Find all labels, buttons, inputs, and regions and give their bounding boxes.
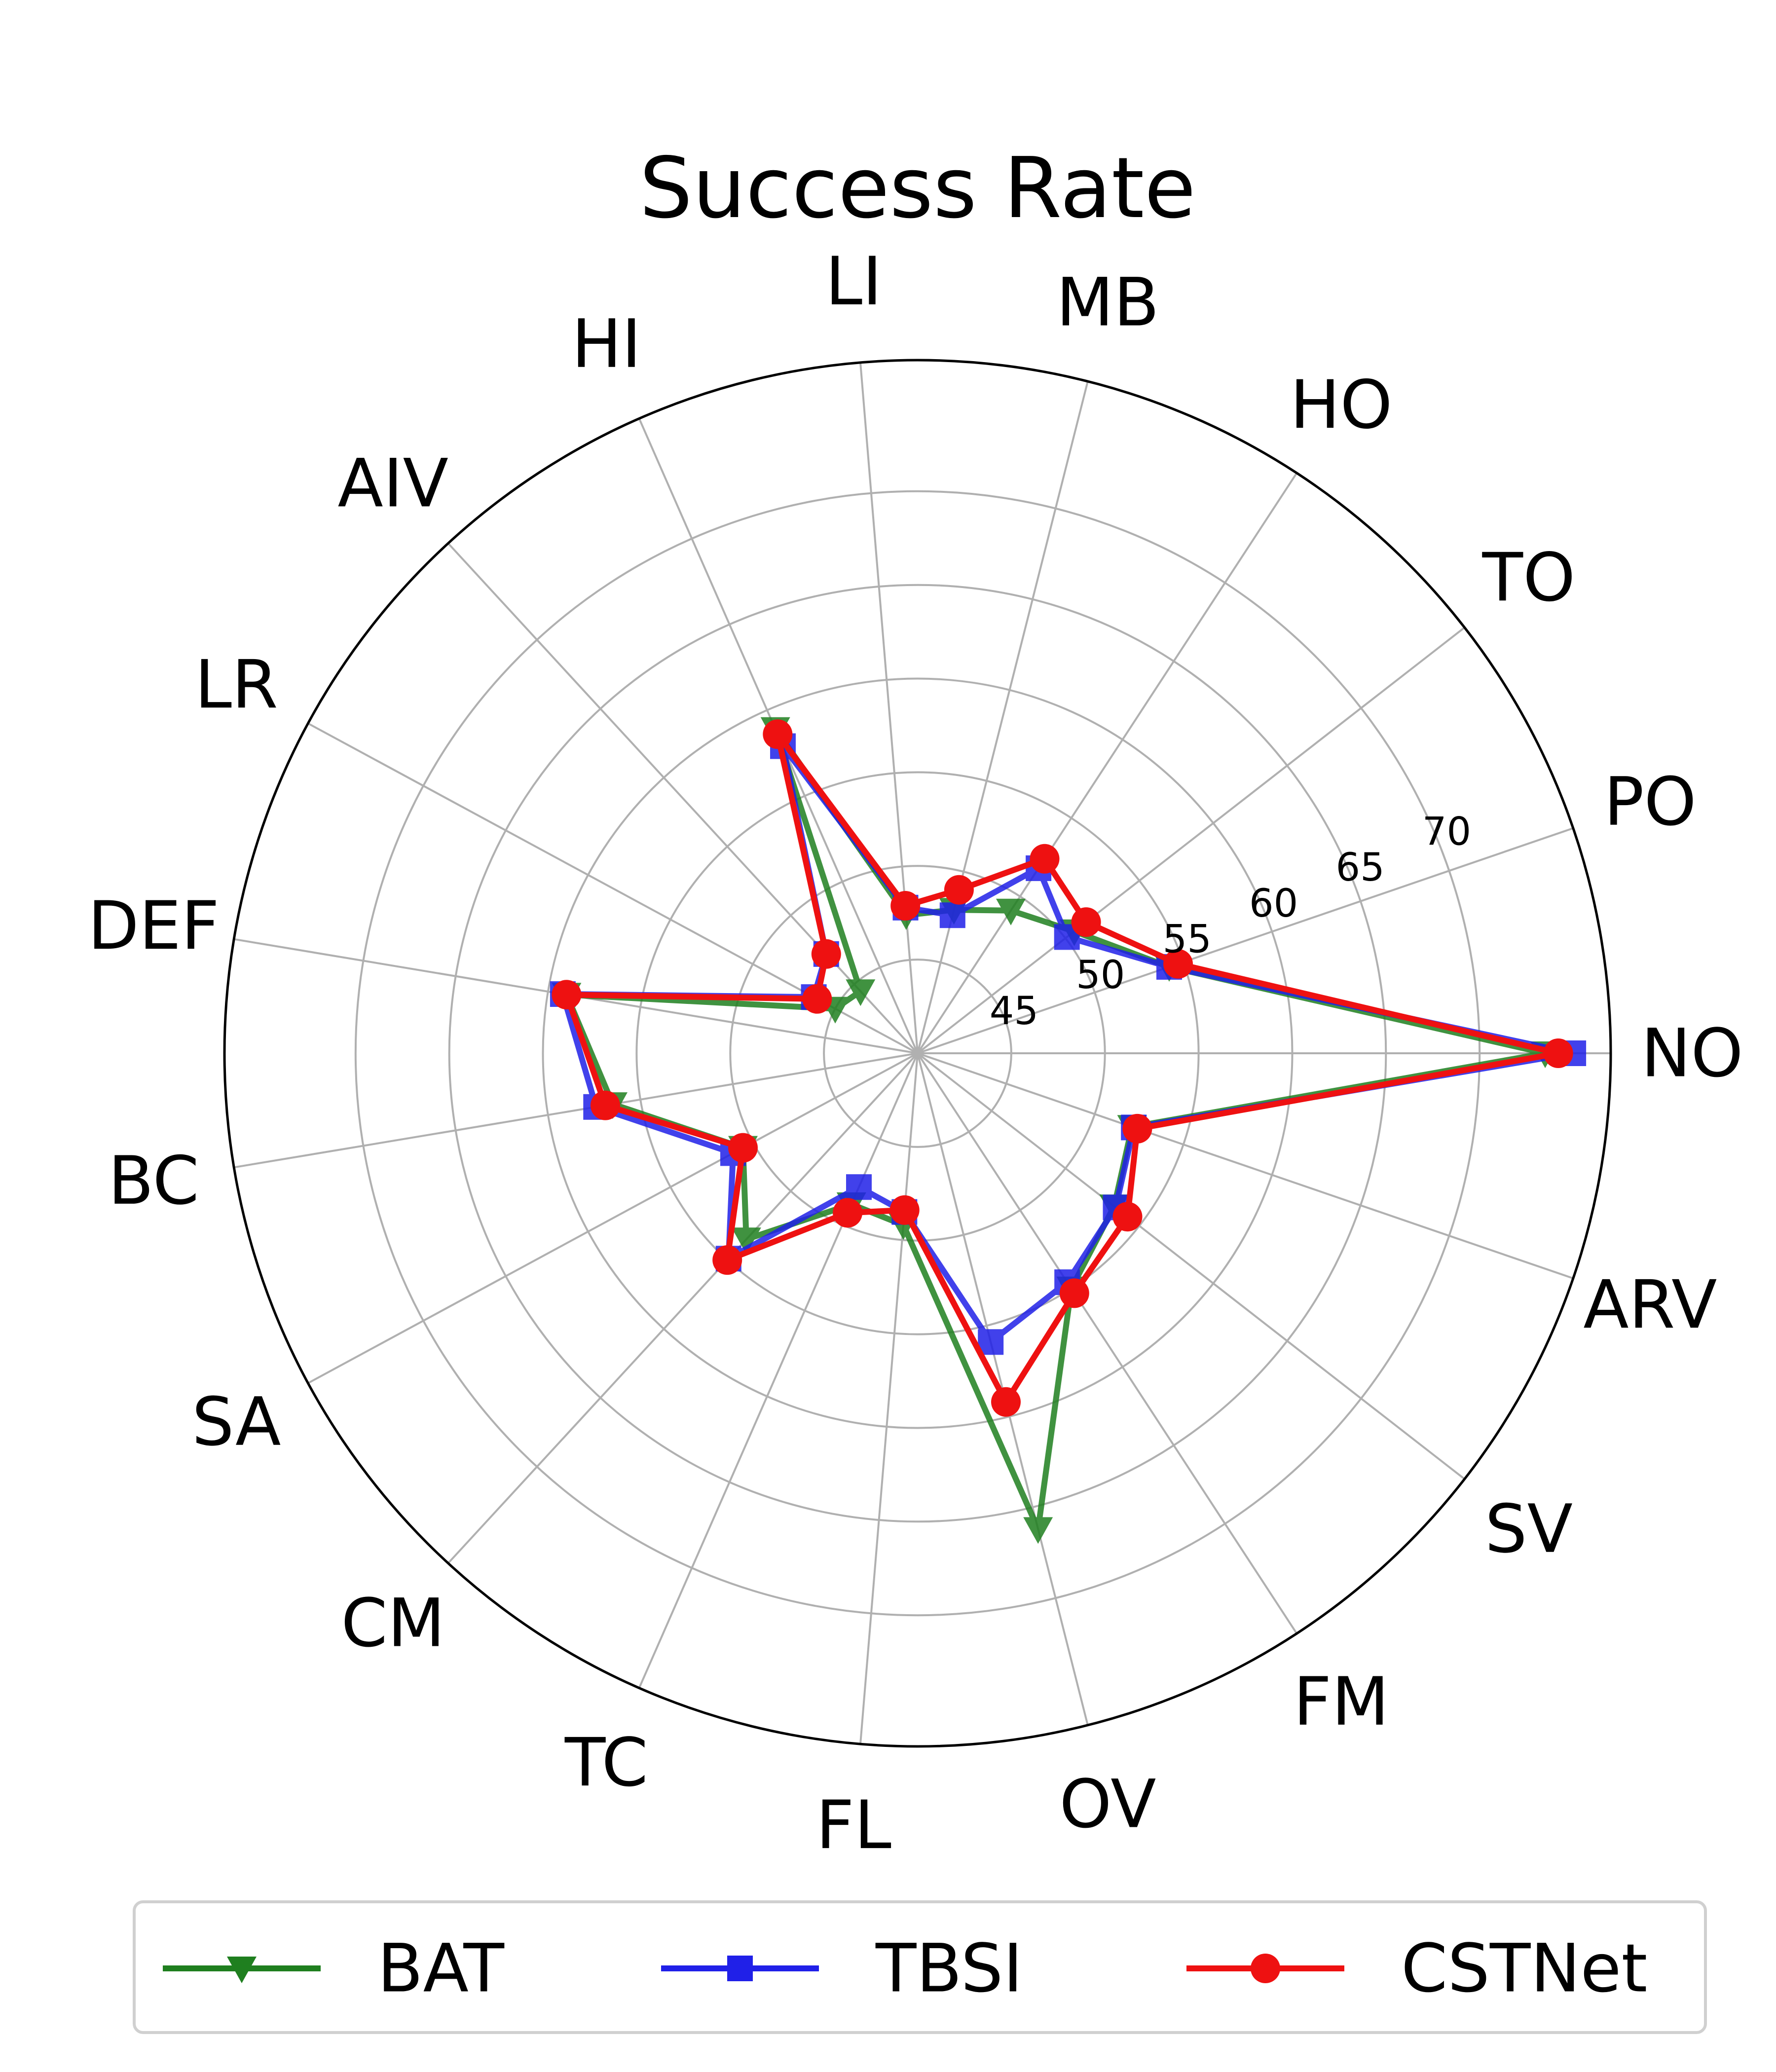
category-label-aiv: AIV — [337, 444, 448, 522]
radial-tick-label: 70 — [1422, 810, 1471, 854]
data-point-cstnet — [552, 980, 582, 1010]
chart-title: Success Rate — [639, 140, 1196, 237]
category-label-sv: SV — [1485, 1490, 1573, 1568]
data-point-cstnet — [1059, 1278, 1089, 1308]
category-label-po: PO — [1604, 763, 1697, 841]
radar-series — [550, 717, 1587, 1544]
angular-grid-spoke — [917, 472, 1298, 1054]
category-label-def: DEF — [88, 887, 220, 964]
category-label-ov: OV — [1059, 1766, 1156, 1843]
category-label-tc: TC — [564, 1724, 648, 1801]
legend-swatch-marker — [227, 1957, 257, 1983]
radar-grid — [223, 359, 1612, 1748]
angular-grid-spoke — [233, 1052, 918, 1169]
angular-grid-spoke — [917, 1052, 1465, 1480]
data-point-cstnet — [991, 1387, 1021, 1417]
data-point-bat — [996, 898, 1026, 925]
legend: BAT TBSI CSTNet — [133, 1900, 1707, 2034]
angular-grid-spoke — [859, 1053, 919, 1744]
angular-grid-spoke — [447, 1052, 919, 1564]
angular-grid-spoke — [638, 1053, 919, 1689]
category-label-cm: CM — [341, 1585, 445, 1662]
data-point-tbsi — [846, 1174, 872, 1200]
data-point-bat — [1023, 1517, 1053, 1544]
category-label-hi: HI — [572, 305, 641, 383]
angular-grid-spoke — [917, 381, 1089, 1054]
category-label-arv: ARV — [1583, 1266, 1717, 1343]
angular-grid-spoke — [917, 1052, 1298, 1634]
angular-grid-spoke — [917, 627, 1465, 1054]
category-label-bc: BC — [108, 1142, 199, 1220]
category-label-ho: HO — [1290, 366, 1393, 444]
legend-label-tbsi: TBSI — [875, 1930, 1023, 2007]
data-point-tbsi — [978, 1329, 1004, 1355]
legend-swatch-marker — [727, 1956, 753, 1981]
data-point-bat — [731, 1227, 761, 1255]
radial-tick-label: 60 — [1249, 882, 1298, 926]
angular-grid-spoke — [917, 1052, 1574, 1280]
category-label-lr: LR — [195, 646, 278, 723]
data-point-cstnet — [833, 1198, 863, 1228]
radial-tick-label: 65 — [1335, 846, 1384, 890]
data-point-cstnet — [728, 1133, 758, 1163]
legend-label-bat: BAT — [377, 1930, 504, 2007]
series-cstnet — [552, 719, 1573, 1417]
data-point-cstnet — [1071, 907, 1101, 937]
legend-label-cstnet: CSTNet — [1401, 1930, 1647, 2007]
series-line-tbsi — [558, 744, 1574, 1347]
angular-grid-spoke — [447, 542, 919, 1054]
data-point-cstnet — [889, 1195, 920, 1225]
legend-box — [133, 1900, 1707, 2034]
category-label-li: LI — [825, 243, 882, 320]
data-point-cstnet — [591, 1090, 620, 1120]
data-point-cstnet — [811, 939, 841, 969]
category-label-mb: MB — [1056, 264, 1159, 341]
category-label-fl: FL — [816, 1786, 891, 1864]
data-point-cstnet — [1163, 949, 1193, 979]
data-point-bat — [846, 979, 876, 1006]
data-point-cstnet — [1030, 844, 1060, 874]
data-point-cstnet — [1122, 1113, 1152, 1144]
radial-tick-label: 50 — [1076, 953, 1125, 998]
series-line-cstnet — [562, 732, 1559, 1408]
data-point-cstnet — [944, 875, 974, 905]
category-label-fm: FM — [1294, 1663, 1389, 1740]
category-label-sa: SA — [192, 1383, 281, 1461]
angular-grid-spoke — [859, 362, 919, 1054]
series-line-bat — [562, 727, 1546, 1540]
radial-tick-label: 55 — [1163, 917, 1212, 962]
radar-labels: 45 50 55 60 65 70 NO PO TO HO MB LI HI AIV LR DEF BC SA CM… — [88, 243, 1743, 1864]
data-point-tbsi — [939, 902, 965, 928]
angular-grid-spoke — [917, 827, 1574, 1054]
outer-frame-circle — [223, 359, 1612, 1748]
data-point-cstnet — [712, 1245, 742, 1275]
angular-grid-spoke — [307, 1052, 918, 1384]
data-point-cstnet — [1543, 1038, 1573, 1068]
radial-tick-label: 45 — [990, 989, 1038, 1034]
legend-swatch-marker — [1251, 1954, 1280, 1983]
data-point-cstnet — [802, 984, 832, 1014]
data-point-cstnet — [890, 891, 921, 921]
category-label-no: NO — [1641, 1015, 1743, 1092]
data-point-cstnet — [763, 719, 793, 749]
data-point-cstnet — [1112, 1202, 1143, 1232]
category-label-to: TO — [1482, 539, 1576, 616]
